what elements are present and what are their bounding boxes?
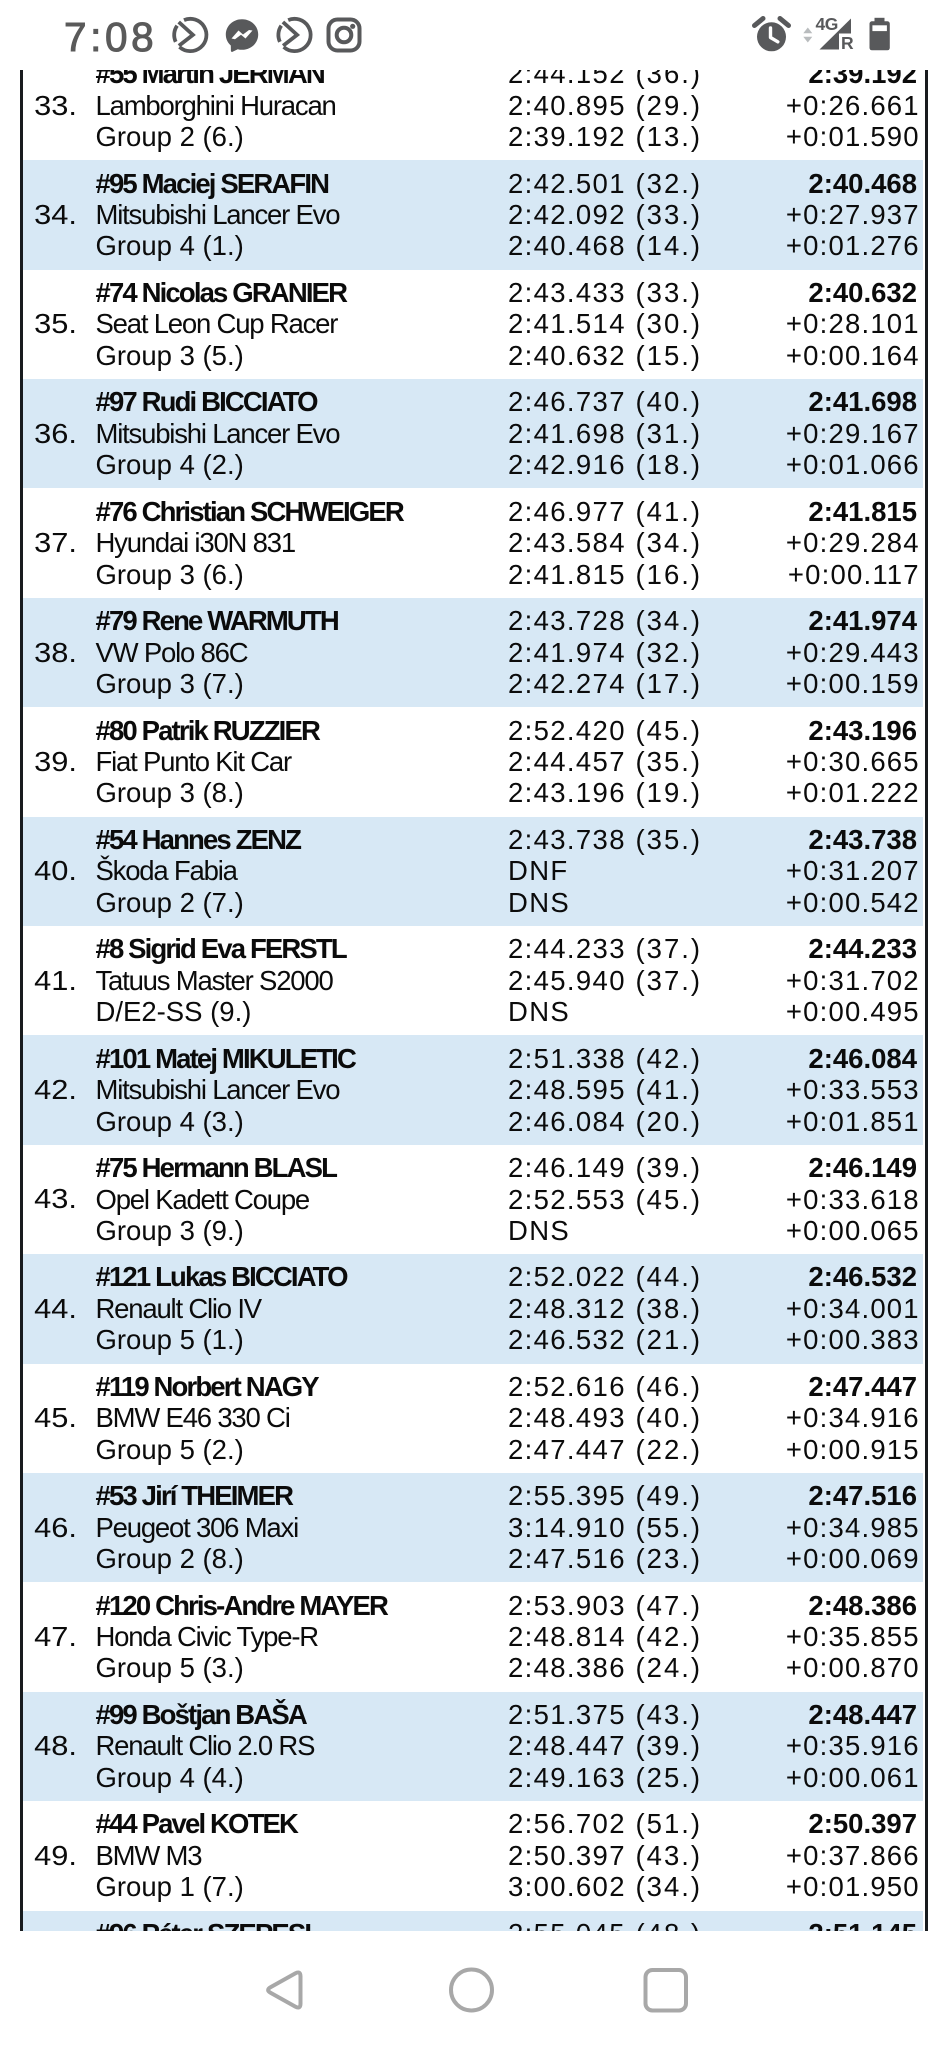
svg-text:4G: 4G: [816, 14, 838, 34]
svg-text:R: R: [841, 33, 854, 53]
